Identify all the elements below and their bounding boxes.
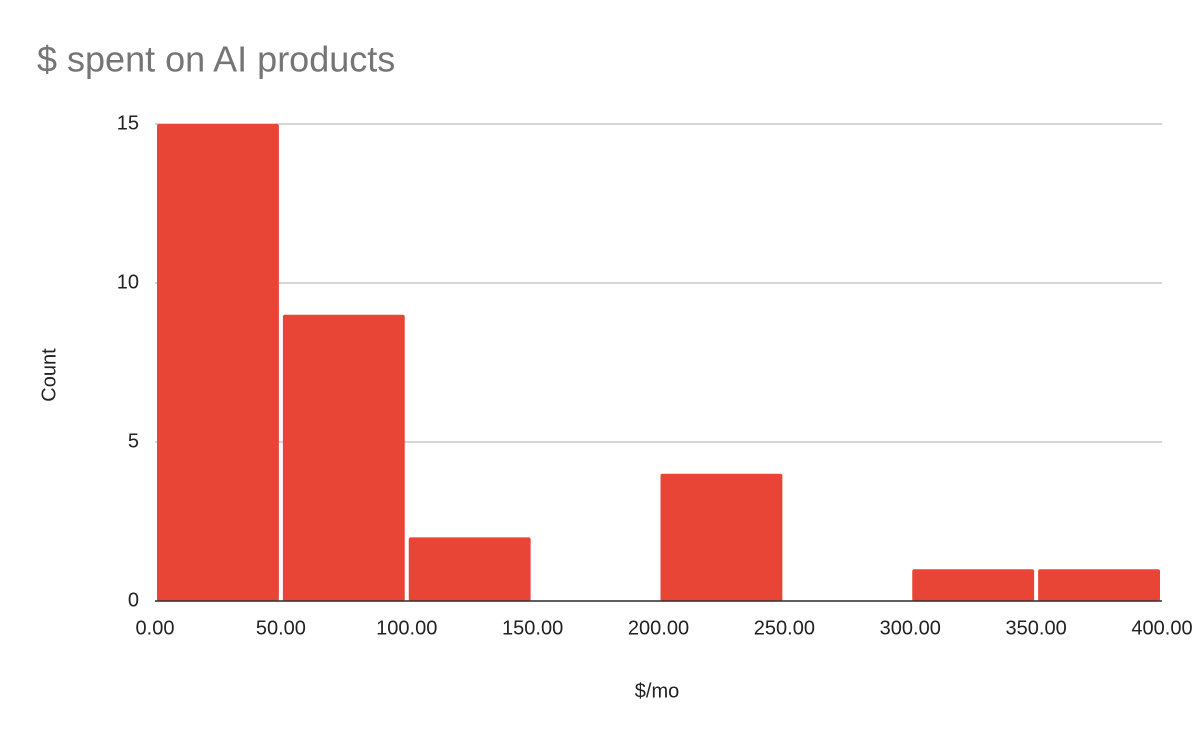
bar xyxy=(912,569,1035,601)
bar xyxy=(408,537,531,601)
x-tick-label: 200.00 xyxy=(628,617,689,639)
bar xyxy=(282,314,405,601)
x-tick-label: 350.00 xyxy=(1006,617,1067,639)
y-tick-label: 0 xyxy=(128,589,139,611)
x-tick-label: 100.00 xyxy=(376,617,437,639)
x-tick-label: 0.00 xyxy=(136,617,175,639)
x-tick-label: 150.00 xyxy=(502,617,563,639)
y-tick-label: 10 xyxy=(117,271,139,293)
x-tick-label: 400.00 xyxy=(1131,617,1192,639)
x-tick-label: 50.00 xyxy=(256,617,306,639)
y-axis-label: Count xyxy=(38,348,60,402)
chart-title: $ spent on AI products xyxy=(37,39,395,80)
y-tick-label: 15 xyxy=(117,112,139,134)
bar xyxy=(1038,569,1160,601)
x-tick-label: 300.00 xyxy=(880,617,941,639)
y-tick-label: 5 xyxy=(128,430,139,452)
x-tick-label: 250.00 xyxy=(754,617,815,639)
x-axis-label: $/mo xyxy=(635,680,679,702)
bar xyxy=(157,124,279,601)
bar xyxy=(660,473,783,601)
